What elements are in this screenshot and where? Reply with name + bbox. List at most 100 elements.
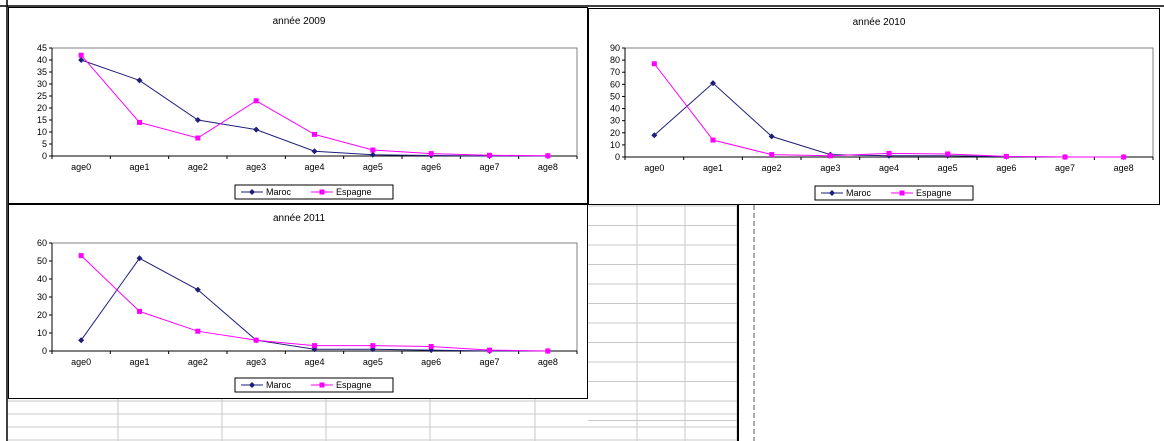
y-tick-label: 40	[37, 274, 47, 284]
y-tick-label: 0	[615, 152, 620, 162]
y-tick-label: 10	[37, 328, 47, 338]
data-point-maroc	[311, 148, 318, 155]
x-tick-label: age6	[421, 357, 441, 367]
x-tick-label: age3	[820, 163, 840, 173]
y-tick-label: 30	[37, 292, 47, 302]
y-tick-label: 30	[610, 116, 620, 126]
y-tick-label: 15	[37, 115, 47, 125]
x-tick-label: age3	[246, 357, 266, 367]
data-point-espagne	[545, 348, 551, 354]
data-point-espagne	[545, 153, 551, 159]
data-point-maroc	[651, 132, 658, 139]
data-point-espagne	[1062, 154, 1068, 160]
data-point-espagne	[253, 337, 259, 343]
x-tick-label: age0	[71, 357, 91, 367]
data-point-espagne	[487, 347, 492, 353]
data-point-espagne	[886, 150, 892, 156]
data-point-espagne	[78, 52, 84, 58]
chart-title: année 2010	[853, 17, 906, 28]
data-point-espagne	[651, 61, 657, 67]
legend-label-espagne: Espagne	[916, 188, 952, 198]
data-point-espagne	[370, 343, 376, 349]
x-tick-label: age1	[129, 162, 149, 172]
y-tick-label: 45	[37, 43, 47, 53]
legend-label-maroc: Maroc	[266, 380, 292, 390]
x-tick-label: age6	[421, 162, 441, 172]
x-tick-label: age4	[879, 163, 899, 173]
data-point-espagne	[312, 343, 317, 349]
y-tick-label: 90	[610, 43, 620, 53]
chart-2011[interactable]: année 2011 0 10 20 30 40 50 60 age0 age1 age2 age3 a…	[8, 204, 588, 399]
y-tick-label: 20	[37, 310, 47, 320]
x-tick-label: age4	[304, 357, 324, 367]
data-point-espagne	[137, 119, 142, 125]
chart-title: année 2009	[273, 16, 326, 27]
data-point-espagne	[78, 253, 84, 259]
data-point-espagne	[253, 98, 259, 104]
x-tick-label: age1	[703, 163, 723, 173]
x-tick-label: age4	[304, 162, 324, 172]
y-tick-label: 20	[610, 128, 620, 138]
data-point-espagne	[428, 151, 434, 157]
y-tick-label: 60	[37, 238, 47, 248]
legend-label-maroc: Maroc	[846, 188, 872, 198]
x-tick-label: age2	[188, 162, 208, 172]
legend-marker	[829, 190, 835, 196]
data-point-maroc	[78, 337, 85, 344]
data-point-maroc	[78, 57, 85, 63]
x-tick-label: age2	[188, 357, 208, 367]
data-point-maroc	[136, 77, 143, 84]
legend-label-espagne: Espagne	[336, 187, 372, 197]
x-tick-label: age0	[644, 163, 664, 173]
data-point-espagne	[137, 308, 142, 314]
data-point-espagne	[827, 153, 833, 159]
y-tick-label: 50	[37, 256, 47, 266]
y-tick-label: 10	[37, 127, 47, 137]
y-tick-label: 50	[610, 91, 620, 101]
y-tick-label: 5	[42, 139, 47, 149]
y-tick-label: 25	[37, 91, 47, 101]
data-point-espagne	[370, 147, 376, 153]
data-point-espagne	[769, 152, 775, 158]
y-tick-label: 70	[610, 67, 620, 77]
x-tick-label: age5	[363, 357, 383, 367]
x-tick-label: age2	[762, 163, 782, 173]
x-tick-label: age6	[996, 163, 1016, 173]
y-tick-label: 60	[610, 79, 620, 89]
y-tick-label: 30	[37, 79, 47, 89]
y-tick-label: 0	[42, 151, 47, 161]
data-point-maroc	[710, 80, 716, 87]
data-point-maroc	[768, 133, 775, 140]
x-tick-label: age3	[246, 162, 266, 172]
data-point-espagne	[195, 135, 201, 141]
legend-marker	[319, 382, 325, 388]
data-point-maroc	[194, 117, 201, 123]
x-tick-label: age8	[538, 162, 558, 172]
data-point-espagne	[428, 344, 434, 349]
plot-area	[624, 47, 1154, 158]
x-tick-label: age8	[538, 357, 558, 367]
legend-marker	[319, 189, 325, 195]
plot-area	[51, 47, 578, 157]
data-point-espagne	[1121, 154, 1127, 160]
x-tick-label: age7	[1055, 163, 1075, 173]
legend-label-maroc: Maroc	[266, 187, 292, 197]
data-point-espagne	[710, 137, 716, 143]
x-tick-label: age0	[71, 162, 91, 172]
y-tick-label: 0	[42, 346, 47, 356]
data-point-espagne	[945, 151, 951, 157]
y-tick-label: 80	[610, 55, 620, 65]
legend-label-espagne: Espagne	[336, 380, 372, 390]
data-point-espagne	[195, 328, 201, 334]
x-tick-label: age7	[479, 162, 499, 172]
data-point-maroc	[194, 286, 201, 293]
y-tick-label: 35	[37, 67, 47, 77]
chart-2009[interactable]: année 2009 0 5 10 15 20 25 30 35 40 45 age0 age1 age2…	[8, 7, 588, 204]
chart-title: année 2011	[273, 213, 326, 224]
chart-2010[interactable]: année 2010 0 10 20 30 40 50 60 70 80 90 age0 age1 age…	[588, 8, 1160, 205]
plot-area	[51, 242, 578, 352]
y-tick-label: 10	[610, 140, 620, 150]
data-point-espagne	[1003, 153, 1009, 159]
x-tick-label: age8	[1114, 163, 1134, 173]
